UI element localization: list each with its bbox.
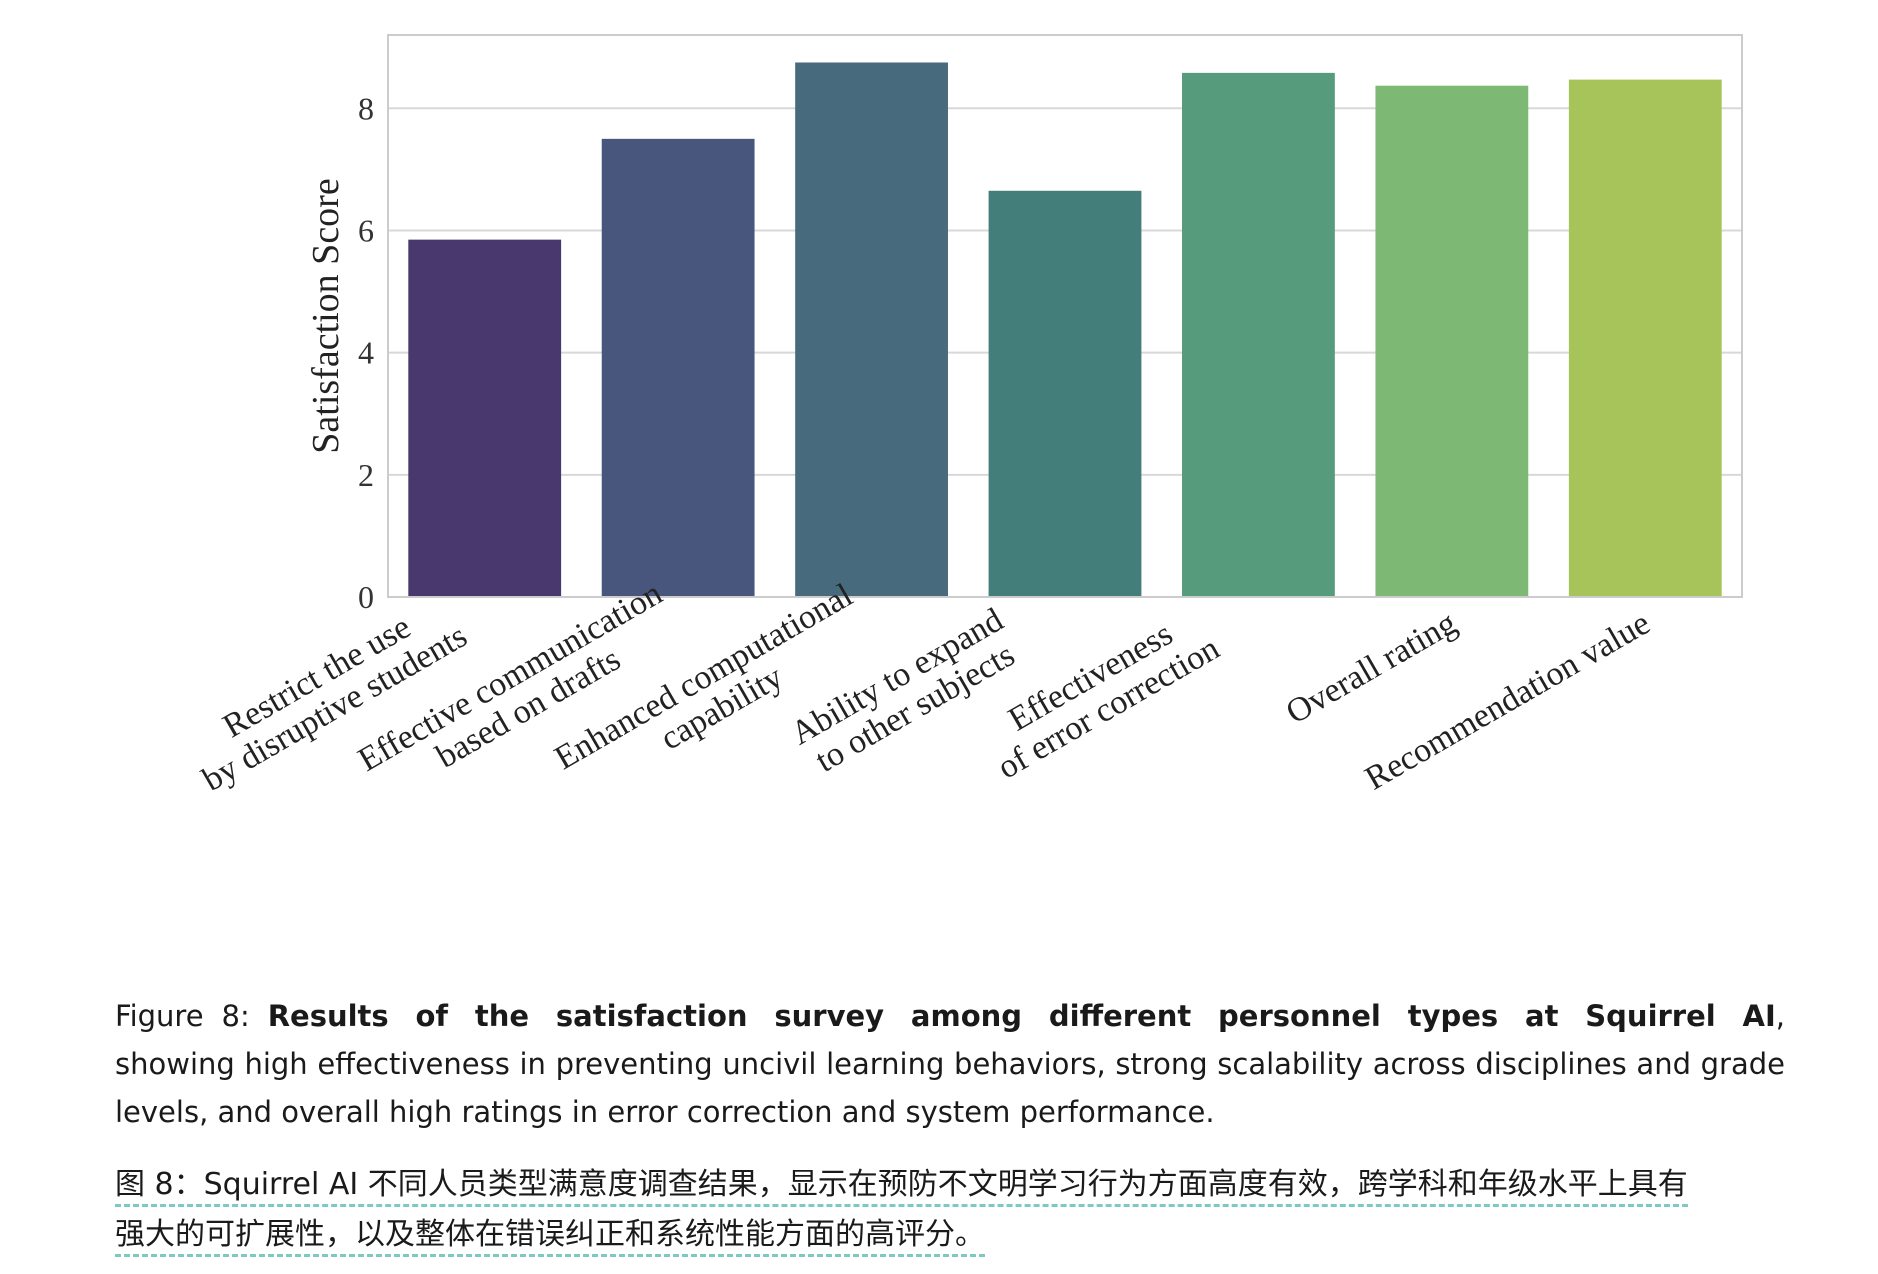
bars [408, 62, 1722, 598]
caption-zh-line-2: 强大的可扩展性，以及整体在错误纠正和系统性能方面的高评分。 [115, 1217, 985, 1257]
bar [1568, 79, 1722, 597]
y-tick-labels: 0 2 4 6 8 [358, 90, 374, 615]
bar [795, 62, 948, 597]
y-tick-label: 2 [358, 457, 374, 493]
caption-zh-line-1: 图 8：Squirrel AI 不同人员类型满意度调查结果，显示在预防不文明学习… [115, 1167, 1688, 1207]
caption-body: , showing high effectiveness in preventi… [115, 999, 1786, 1129]
caption-bold-title: Results of the satisfaction survey among… [267, 999, 1776, 1033]
plot-frame [387, 34, 1743, 598]
bar [988, 190, 1142, 598]
y-tick-label: 8 [358, 90, 374, 126]
y-axis-title: Satisfaction Score [305, 178, 347, 453]
bar [601, 138, 755, 597]
y-tick-label: 4 [358, 335, 374, 371]
figure-caption-chinese: 图 8：Squirrel AI 不同人员类型满意度调查结果，显示在预防不文明学习… [115, 1160, 1785, 1260]
y-tick-label: 6 [358, 212, 374, 248]
bar [1182, 72, 1335, 598]
figure-caption-english: Figure 8: Results of the satisfaction su… [115, 992, 1785, 1136]
x-tick-label-line: Overall rating [1280, 605, 1463, 732]
caption-prefix: Figure 8: [115, 999, 250, 1033]
x-tick-label: Overall rating [1280, 605, 1463, 732]
y-tick-label: 0 [358, 579, 374, 615]
bar [408, 239, 562, 598]
bar [1375, 85, 1529, 597]
